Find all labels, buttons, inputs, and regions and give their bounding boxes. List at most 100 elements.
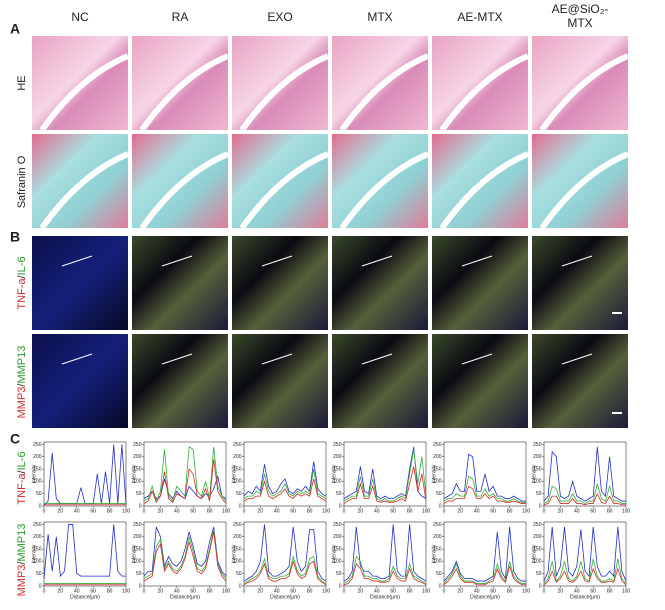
x-tick-label: 80 xyxy=(507,508,513,514)
x-tick-label: 40 xyxy=(574,508,580,514)
panel-label: B xyxy=(10,229,20,245)
profile-line xyxy=(261,353,293,365)
y-tick-label: 150 xyxy=(233,466,242,472)
y-tick-label: 0 xyxy=(39,583,42,589)
x-tick-label: 60 xyxy=(590,508,596,514)
x-tick-label: 80 xyxy=(607,508,613,514)
x-tick-label: 40 xyxy=(74,588,80,594)
y-tick-label: 250 xyxy=(333,522,342,528)
tissue-gap xyxy=(239,53,330,132)
x-tick-label: 20 xyxy=(458,508,464,514)
row-label: Safranin O xyxy=(16,155,28,208)
y-tick-label: 100 xyxy=(33,479,42,485)
column-header: NC xyxy=(71,10,89,24)
tissue-gap xyxy=(439,53,530,132)
x-tick-label: 80 xyxy=(207,508,213,514)
row-label: MMP3/MMP13 xyxy=(16,346,28,419)
y-tick-label: 100 xyxy=(533,479,542,485)
x-tick-label: 100 xyxy=(422,588,431,594)
line-series xyxy=(243,469,327,499)
y-tick-label: 250 xyxy=(133,442,142,448)
y-axis-label: Intensity xyxy=(231,464,237,483)
y-tick-label: 250 xyxy=(333,442,342,448)
x-tick-label: 100 xyxy=(322,508,331,514)
micrograph xyxy=(232,236,328,330)
x-tick-label: 20 xyxy=(558,508,564,514)
x-tick-label: 100 xyxy=(622,588,631,594)
tissue-gap xyxy=(139,53,230,132)
y-tick-label: 50 xyxy=(236,571,242,577)
x-tick-label: 0 xyxy=(343,508,346,514)
y-tick-label: 0 xyxy=(139,583,142,589)
x-tick-label: 40 xyxy=(274,588,280,594)
row-label-part: TNF-a xyxy=(16,473,28,505)
x-tick-label: 40 xyxy=(474,508,480,514)
y-tick-label: 150 xyxy=(533,466,542,472)
micrograph xyxy=(132,334,228,428)
profile-line xyxy=(161,353,193,365)
x-tick-label: 0 xyxy=(543,508,546,514)
x-tick-label: 20 xyxy=(158,588,164,594)
y-axis-label: Intensity xyxy=(131,464,137,483)
panel-label: C xyxy=(10,431,20,447)
y-axis-label: Intensity xyxy=(131,544,137,563)
x-tick-label: 20 xyxy=(258,508,264,514)
row-label-part: IL-6 xyxy=(16,451,28,470)
line-series xyxy=(43,524,126,579)
micrograph xyxy=(332,236,428,330)
y-tick-label: 150 xyxy=(133,466,142,472)
line-series xyxy=(243,478,327,502)
y-tick-label: 250 xyxy=(433,522,442,528)
y-tick-label: 250 xyxy=(433,442,442,448)
tissue-gap xyxy=(339,53,430,132)
x-tick-label: 40 xyxy=(74,508,80,514)
x-axis-label: Distance(μm) xyxy=(170,594,200,600)
y-tick-label: 100 xyxy=(233,559,242,565)
column-header: EXO xyxy=(267,10,292,24)
y-tick-label: 150 xyxy=(33,466,42,472)
y-tick-label: 200 xyxy=(433,534,442,540)
line-series xyxy=(443,475,526,503)
x-tick-label: 80 xyxy=(507,588,513,594)
micrograph xyxy=(132,236,228,330)
profile-line xyxy=(361,255,393,267)
row-label: TNF-a/IL-6 xyxy=(16,451,28,504)
tissue-gap xyxy=(39,53,130,132)
profile-line xyxy=(261,255,293,267)
y-axis-label: Intensity xyxy=(331,464,337,483)
x-tick-label: 60 xyxy=(190,588,196,594)
y-tick-label: 50 xyxy=(436,571,442,577)
y-tick-label: 250 xyxy=(133,522,142,528)
profile-line xyxy=(561,353,593,365)
x-tick-label: 20 xyxy=(158,508,164,514)
x-tick-label: 20 xyxy=(458,588,464,594)
x-tick-label: 80 xyxy=(107,588,113,594)
line-series xyxy=(543,567,627,586)
x-tick-label: 60 xyxy=(490,508,496,514)
line-series xyxy=(443,485,526,504)
y-tick-label: 50 xyxy=(236,491,242,497)
row-label-part: TNF-a xyxy=(16,278,28,310)
panel-label: A xyxy=(10,21,20,37)
x-tick-label: 100 xyxy=(122,508,131,514)
micrograph xyxy=(432,334,528,428)
y-tick-label: 250 xyxy=(33,522,42,528)
x-tick-label: 80 xyxy=(207,588,213,594)
y-tick-label: 0 xyxy=(539,583,542,589)
row-label: HE xyxy=(16,75,28,90)
profile-line xyxy=(61,353,93,365)
y-tick-label: 150 xyxy=(533,546,542,552)
y-tick-label: 200 xyxy=(133,534,142,540)
plot-frame xyxy=(43,521,127,587)
row-label-part: IL-6 xyxy=(16,256,28,275)
x-tick-label: 0 xyxy=(443,508,446,514)
y-tick-label: 50 xyxy=(36,491,42,497)
y-tick-label: 0 xyxy=(339,583,342,589)
tissue-gap xyxy=(39,151,130,230)
tissue-gap xyxy=(539,151,630,230)
x-tick-label: 40 xyxy=(174,508,180,514)
y-tick-label: 100 xyxy=(233,479,242,485)
profile-line xyxy=(461,255,493,267)
profile-line xyxy=(561,255,593,267)
line-series xyxy=(343,524,427,582)
